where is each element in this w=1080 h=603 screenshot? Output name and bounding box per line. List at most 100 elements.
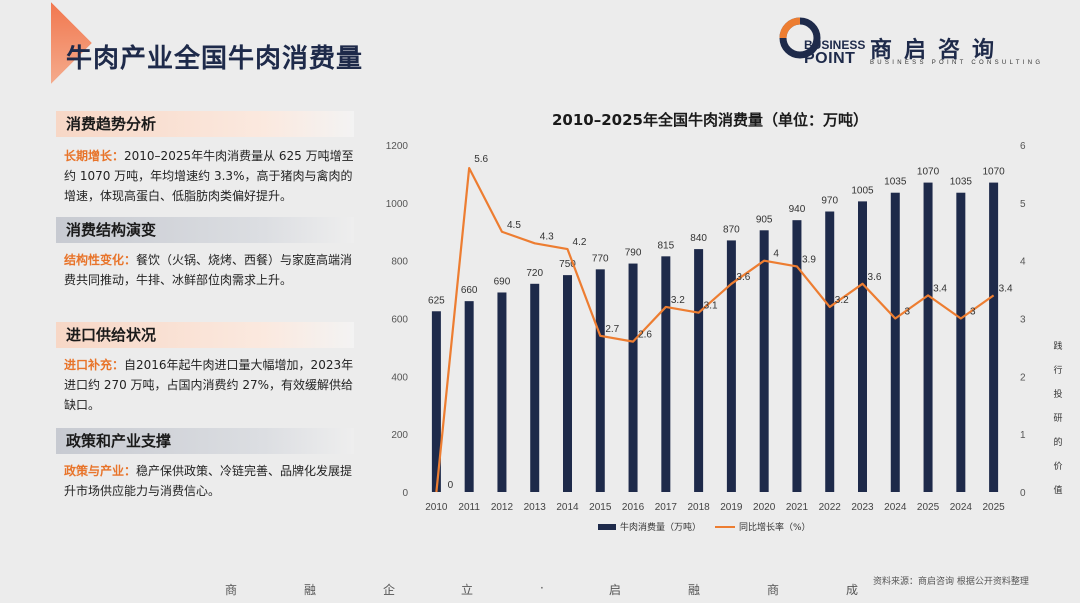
- growth-rate-line: [435, 167, 995, 493]
- y-right-tick-label: 5: [1020, 199, 1026, 210]
- legend-label-line: 同比增长率（%）: [739, 521, 811, 533]
- section-lead: 长期增长：: [64, 149, 125, 163]
- line-value-label: 4.2: [573, 237, 587, 248]
- footer-char: 融: [688, 583, 701, 597]
- source-note: 资料来源：商启咨询 根据公开资料整理: [873, 577, 1029, 587]
- section-body-structure: 结构性变化：餐饮（火锅、烧烤、西餐）与家庭高端消费共同推动，牛排、冰鲜部位肉需求…: [64, 250, 360, 290]
- bar: [530, 283, 540, 492]
- section-heading-import: 进口供给状况: [56, 322, 354, 348]
- logo-ring-icon: [779, 17, 821, 59]
- section-lead: 政策与产业：: [64, 464, 137, 478]
- logo-english-line2: POINT: [804, 50, 856, 67]
- section-body-policy: 政策与产业：稳产保供政策、冷链完善、品牌化发展提升市场供应能力与消费信心。: [64, 461, 360, 501]
- x-tick-label: 2023: [851, 502, 874, 513]
- x-tick-label: 2011: [458, 502, 480, 513]
- footer-char: 成: [846, 583, 859, 597]
- bar-value-label: 1035: [884, 177, 907, 188]
- line-value-label: 3: [970, 307, 976, 318]
- line-value-label: 3.4: [999, 283, 1013, 294]
- section-body-trend: 长期增长：2010–2025年牛肉消费量从 625 万吨增至约 1070 万吨，…: [64, 146, 360, 206]
- footer-char: 商: [225, 583, 238, 597]
- line-value-label: 3.2: [835, 295, 849, 306]
- side-note-char: 价: [1053, 462, 1063, 472]
- logo-english-line1: BUSINESS: [804, 38, 866, 52]
- bar: [956, 192, 966, 492]
- bar-value-label: 790: [625, 248, 642, 259]
- section-text: 稳产保供政策、冷链完善、品牌化发展提升市场供应能力与消费信心。: [64, 464, 353, 498]
- y-left-tick-label: 200: [391, 430, 408, 441]
- line-value-label: 3.9: [802, 254, 816, 265]
- logo: BUSINESS POINT 商启咨询 BUSINESS POINT CONSU…: [778, 14, 1068, 74]
- y-left-tick-label: 1000: [386, 199, 409, 210]
- y-right-tick-label: 1: [1020, 430, 1026, 441]
- x-tick-label: 2019: [720, 502, 743, 513]
- y-right-tick-label: 4: [1020, 257, 1026, 268]
- section-text: 2010–2025年牛肉消费量从 625 万吨增至约 1070 万吨，年均增速约…: [64, 149, 354, 203]
- bar-value-label: 1005: [851, 185, 874, 196]
- bar-value-label: 840: [690, 233, 707, 244]
- line-value-label: 3.2: [671, 295, 685, 306]
- line-value-label: 5.6: [474, 154, 488, 165]
- bar: [563, 275, 572, 492]
- section-text: 餐饮（火锅、烧烤、西餐）与家庭高端消费共同推动，牛排、冰鲜部位肉需求上升。: [64, 253, 353, 287]
- bar-value-label: 690: [494, 276, 511, 287]
- side-note-char: 行: [1053, 366, 1063, 376]
- line-value-label: 3: [904, 307, 910, 318]
- y-left-tick-label: 600: [391, 315, 408, 326]
- section-text: 自2016年起牛肉进口量大幅增加，2023年进口约 270 万吨，占国内消费约 …: [64, 358, 354, 412]
- side-note-char: 的: [1053, 438, 1063, 448]
- y-left-tick-label: 0: [402, 488, 408, 499]
- legend-swatch-bar: [598, 524, 616, 530]
- bar-value-label: 750: [559, 259, 576, 270]
- bar: [694, 249, 704, 492]
- footer-char: 启: [609, 583, 622, 597]
- side-note-char: 投: [1053, 390, 1063, 400]
- x-tick-label: 2015: [589, 502, 612, 513]
- y-right-tick-label: 0: [1020, 488, 1026, 499]
- bar-value-label: 1035: [950, 177, 973, 188]
- x-tick-label: 2025: [982, 502, 1005, 513]
- bar-value-label: 1070: [917, 167, 940, 178]
- line-value-label: 4.3: [540, 231, 554, 242]
- bar: [858, 201, 867, 492]
- footer-char: ·: [540, 581, 544, 595]
- line-value-label: 4: [773, 249, 779, 260]
- line-value-label: 4.5: [507, 220, 521, 231]
- x-tick-label: 2020: [753, 502, 776, 513]
- y-right-tick-label: 2: [1020, 372, 1026, 383]
- line-value-label: 3.6: [868, 272, 882, 283]
- logo-subtitle: BUSINESS POINT CONSULTING: [870, 60, 1044, 66]
- x-tick-label: 2025: [917, 502, 940, 513]
- chart-title: 2010–2025年全国牛肉消费量（单位：万吨）: [552, 111, 868, 129]
- y-right-tick-label: 6: [1020, 141, 1026, 152]
- x-tick-label: 2018: [687, 502, 710, 513]
- line-value-label: 3.4: [933, 283, 947, 294]
- bar: [759, 230, 769, 492]
- side-note-vertical: 践 行 投 研 的 价 值: [1051, 335, 1065, 503]
- x-tick-label: 2024: [950, 502, 973, 513]
- footer-char: 融: [304, 583, 317, 597]
- section-lead: 进口补充：: [64, 358, 125, 372]
- line-value-label: 0: [448, 480, 454, 491]
- line-value-label: 2.6: [638, 330, 652, 341]
- side-note-char: 研: [1053, 414, 1063, 424]
- bar: [497, 292, 507, 492]
- bar-value-label: 870: [723, 224, 740, 235]
- x-tick-label: 2021: [786, 502, 809, 513]
- x-tick-label: 2022: [819, 502, 842, 513]
- bar-value-label: 940: [789, 204, 806, 215]
- side-note-char: 值: [1053, 486, 1063, 496]
- y-left-tick-label: 400: [391, 372, 408, 383]
- x-tick-label: 2014: [556, 502, 579, 513]
- bar-value-label: 815: [657, 240, 674, 251]
- x-tick-label: 2024: [884, 502, 907, 513]
- line-value-label: 3.1: [704, 301, 718, 312]
- section-lead: 结构性变化：: [64, 253, 137, 267]
- bar: [595, 269, 605, 492]
- bar: [464, 301, 474, 492]
- bar: [792, 220, 802, 492]
- section-heading-structure: 消费结构演变: [56, 217, 354, 243]
- bar-value-label: 770: [592, 253, 609, 264]
- bar-value-label: 625: [428, 295, 445, 306]
- bar-value-label: 970: [821, 196, 838, 207]
